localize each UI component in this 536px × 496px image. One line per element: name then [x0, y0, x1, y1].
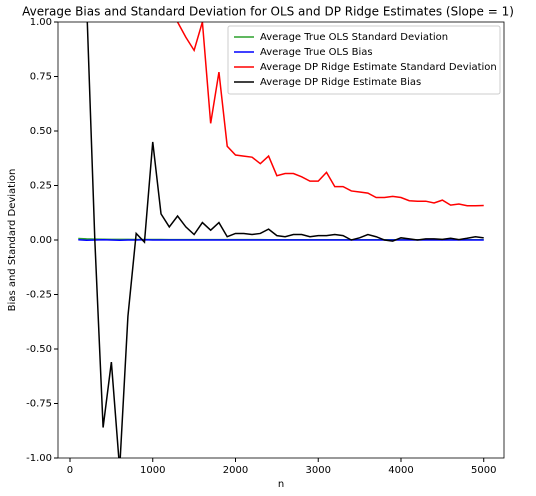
x-tick-label: 5000 [471, 465, 496, 476]
plot-lines [78, 22, 484, 458]
series-line [86, 22, 484, 458]
y-tick-label: -0.50 [26, 344, 52, 355]
y-tick-label: 0.25 [30, 181, 52, 192]
plot-frame [57, 21, 505, 459]
x-tick-label: 1000 [140, 465, 165, 476]
y-tick-label: 0.00 [30, 235, 52, 246]
x-tick-label: 0 [67, 465, 73, 476]
y-tick-label: 0.50 [30, 126, 52, 137]
y-tick-label: 1.00 [30, 17, 52, 28]
legend-label: Average True OLS Standard Deviation [260, 32, 448, 43]
y-tick-label: 0.75 [30, 72, 52, 83]
x-tick-label: 2000 [223, 465, 248, 476]
y-tick-label: -0.75 [26, 399, 52, 410]
legend-label: Average DP Ridge Estimate Bias [260, 77, 421, 88]
x-tick-label: 3000 [306, 465, 331, 476]
y-axis-label: Bias and Standard Deviation [7, 169, 18, 312]
x-tick-label: 4000 [388, 465, 413, 476]
x-axis-label: n [278, 479, 284, 490]
chart-title: Average Bias and Standard Deviation for … [22, 5, 514, 19]
legend-box [227, 25, 501, 95]
y-tick-label: -0.25 [26, 290, 52, 301]
legend-label: Average DP Ridge Estimate Standard Devia… [260, 62, 497, 73]
y-tick-label: -1.00 [26, 453, 52, 464]
legend-label: Average True OLS Bias [260, 47, 373, 58]
series-line [176, 22, 484, 207]
